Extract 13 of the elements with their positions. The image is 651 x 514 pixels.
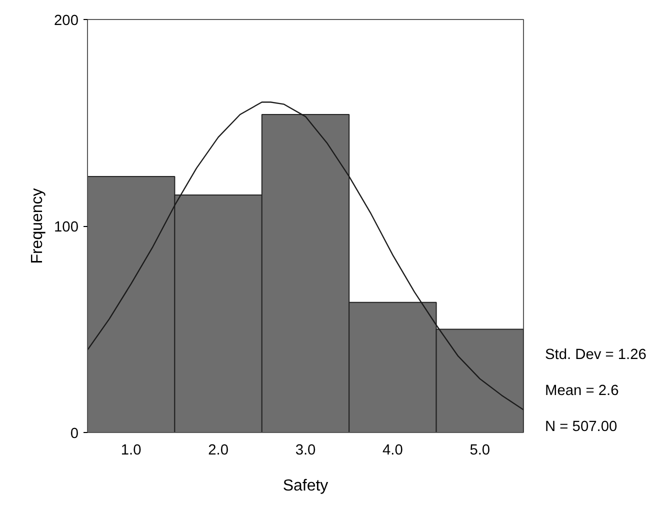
x-tick-label: 3.0: [295, 442, 316, 458]
x-tick-label: 4.0: [382, 442, 403, 458]
y-tick-label: 100: [54, 220, 79, 236]
y-tick-label: 200: [54, 13, 79, 29]
text: Std. Dev = 1.26: [545, 346, 646, 365]
y-tick-label: 0: [70, 426, 79, 442]
text: Mean = 2.6: [545, 382, 619, 401]
x-tick-label: 5.0: [470, 442, 490, 458]
x-tick-label: 2.0: [208, 442, 228, 458]
text: N = 507.00: [545, 418, 618, 437]
y-axis-title: Frequency: [29, 188, 46, 264]
x-axis-title: Safety: [282, 478, 328, 494]
x-tick-label: 1.0: [120, 442, 142, 458]
